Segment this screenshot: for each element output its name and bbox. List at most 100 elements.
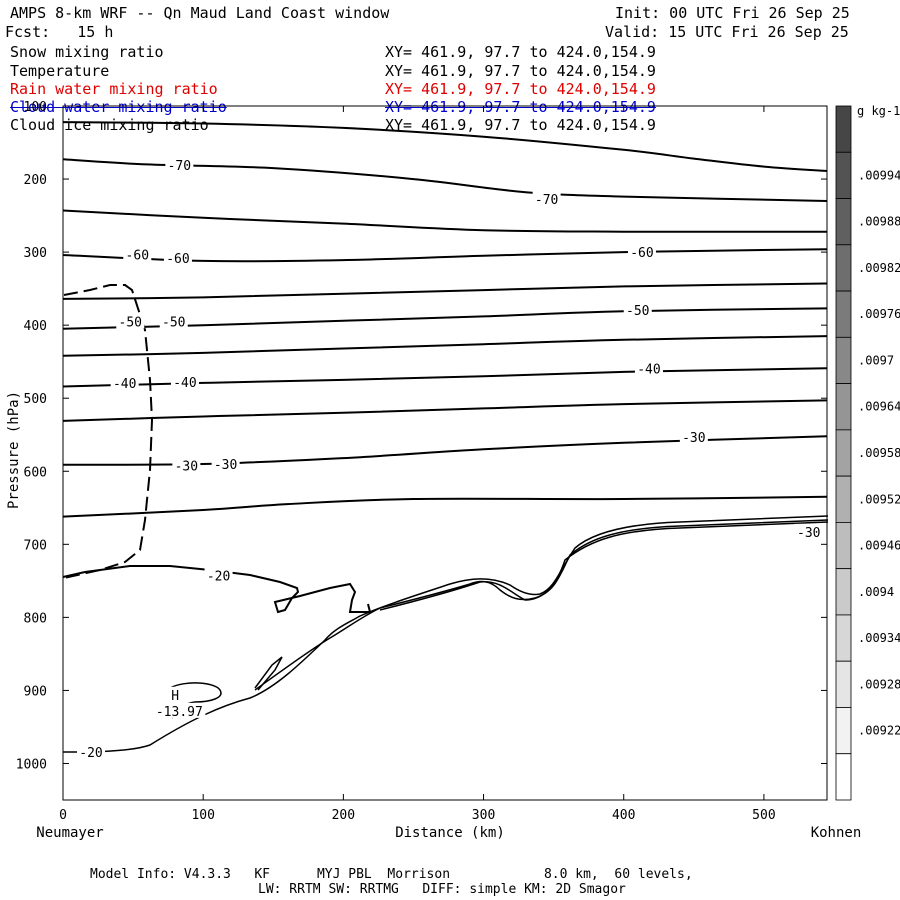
x-start-label: Neumayer: [36, 825, 103, 841]
contour-label-bg: [116, 313, 145, 329]
x-end-label: Kohnen: [811, 825, 862, 841]
colorbar-swatch: [835, 429, 852, 477]
plot-frame: [62, 105, 828, 801]
contour-label-bg: [204, 567, 233, 583]
colorbar-label: .00988: [858, 215, 900, 229]
legend-label-rain: Rain water mixing ratio: [10, 80, 218, 98]
contour-label: -60: [630, 246, 653, 261]
contour-label: -40: [173, 376, 196, 391]
contour-label-bg: [165, 157, 194, 173]
contour-label: -70: [535, 193, 558, 208]
contour-label: -13.97: [156, 705, 203, 720]
legend-xy-temperature: XY= 461.9, 97.7 to 424.0,154.9: [385, 62, 656, 80]
y-tick-label: 400: [24, 319, 47, 334]
contour-label: -30: [214, 458, 237, 473]
terrain-inner-contour: [254, 656, 283, 691]
colorbar-swatch: [835, 290, 852, 338]
x-tick-label: 300: [472, 808, 495, 823]
terrain-contour-2: [254, 519, 829, 691]
contour-label-bg: [794, 523, 823, 539]
colorbar-swatch: [835, 522, 852, 570]
legend-xy-cloud-ice: XY= 461.9, 97.7 to 424.0,154.9: [385, 116, 656, 134]
isotherm-line: [62, 121, 828, 172]
contour-label-bg: [153, 702, 206, 718]
contour-label-bg: [159, 313, 188, 329]
contour-label: -20: [207, 570, 230, 585]
contour-label: -60: [126, 248, 149, 263]
isotherm-line: [62, 248, 828, 263]
colorbar-label: .00994: [858, 168, 900, 182]
contour-label: -30: [797, 526, 820, 541]
x-axis-label: Distance (km): [395, 825, 505, 841]
contour-label-bg: [169, 686, 182, 702]
contour-label: -50: [626, 304, 649, 319]
contour-label-bg: [172, 457, 201, 473]
isotherm-line: [62, 399, 828, 422]
contour-label: -30: [175, 459, 198, 474]
contour-label-bg: [163, 249, 192, 265]
colorbar-label: .00952: [858, 492, 900, 506]
contour-label-bg: [679, 428, 708, 444]
legend-xy-rain: XY= 461.9, 97.7 to 424.0,154.9: [385, 80, 656, 98]
colorbar-swatch: [835, 383, 852, 431]
contour-label: -60: [166, 252, 189, 267]
contour-label-bg: [110, 374, 139, 390]
colorbar-label: .00958: [858, 446, 900, 460]
contour-label: -50: [119, 316, 142, 331]
y-tick-label: 800: [24, 611, 47, 626]
colorbar-label: .0094: [858, 585, 894, 599]
colorbar-unit: g kg-1: [857, 104, 900, 118]
contour-label-bg: [634, 360, 663, 376]
y-tick-label: 200: [24, 173, 47, 188]
terrain-contour-3: [379, 521, 829, 611]
isotherm-line: [62, 209, 828, 233]
contour-label: -40: [113, 377, 136, 392]
contour-label-bg: [170, 374, 199, 390]
colorbar-swatch: [835, 198, 852, 246]
colorbar-swatch: [835, 336, 852, 385]
isotherm-line: [62, 495, 828, 518]
x-tick-label: 500: [752, 808, 775, 823]
colorbar-label: .00922: [858, 724, 900, 738]
isotherm-minus20: [62, 565, 372, 614]
isotherm-line: [62, 307, 828, 330]
colorbar-swatch: [835, 614, 852, 662]
colorbar-swatch: [835, 105, 852, 153]
model-info-line2: LW: RRTM SW: RRTMG DIFF: simple KM: 2D S…: [258, 882, 626, 897]
terrain-contour: [62, 515, 829, 753]
contour-label-bg: [211, 455, 240, 471]
legend-xy-cloud-water: XY= 461.9, 97.7 to 424.0,154.9: [385, 98, 656, 116]
contour-label: -50: [162, 316, 185, 331]
colorbar-swatch: [835, 660, 852, 708]
legend-label-cloud-water: Cloud water mixing ratio: [10, 98, 227, 116]
colorbar-label: .0097: [858, 353, 894, 367]
x-tick-label: 0: [59, 808, 67, 823]
y-tick-label: 1000: [16, 757, 47, 772]
init-time: Init: 00 UTC Fri 26 Sep 25: [615, 4, 850, 22]
y-tick-label: 500: [24, 392, 47, 407]
contour-label: -40: [637, 362, 660, 377]
contour-label-bg: [123, 246, 152, 262]
legend-xy-snow: XY= 461.9, 97.7 to 424.0,154.9: [385, 43, 656, 61]
contour-label: H: [171, 689, 179, 704]
snow-mixing-contour: [63, 284, 154, 579]
y-tick-label: 600: [24, 465, 47, 480]
model-info-line1: Model Info: V4.3.3 KF MYJ PBL Morrison 8…: [90, 867, 693, 882]
colorbar-swatch: [835, 753, 852, 801]
x-tick-label: 400: [612, 808, 635, 823]
x-tick-label: 200: [332, 808, 355, 823]
y-tick-label: 300: [24, 246, 47, 261]
colorbar-swatch: [835, 151, 852, 199]
legend-label-temperature: Temperature: [10, 62, 110, 80]
chart-title: AMPS 8-km WRF -- Qn Maud Land Coast wind…: [10, 4, 390, 22]
colorbar-swatch: [835, 475, 852, 523]
colorbar-swatch: [835, 244, 852, 292]
y-tick-label: 700: [24, 538, 47, 553]
contour-label-bg: [532, 190, 561, 206]
isotherm-line: [62, 335, 828, 357]
colorbar-label: .00934: [858, 631, 900, 645]
y-axis-label: Pressure (hPa): [6, 391, 22, 509]
colorbar-label: .00982: [858, 261, 900, 275]
x-tick-label: 100: [191, 808, 214, 823]
forecast-hour: Fcst: 15 h: [5, 23, 114, 41]
